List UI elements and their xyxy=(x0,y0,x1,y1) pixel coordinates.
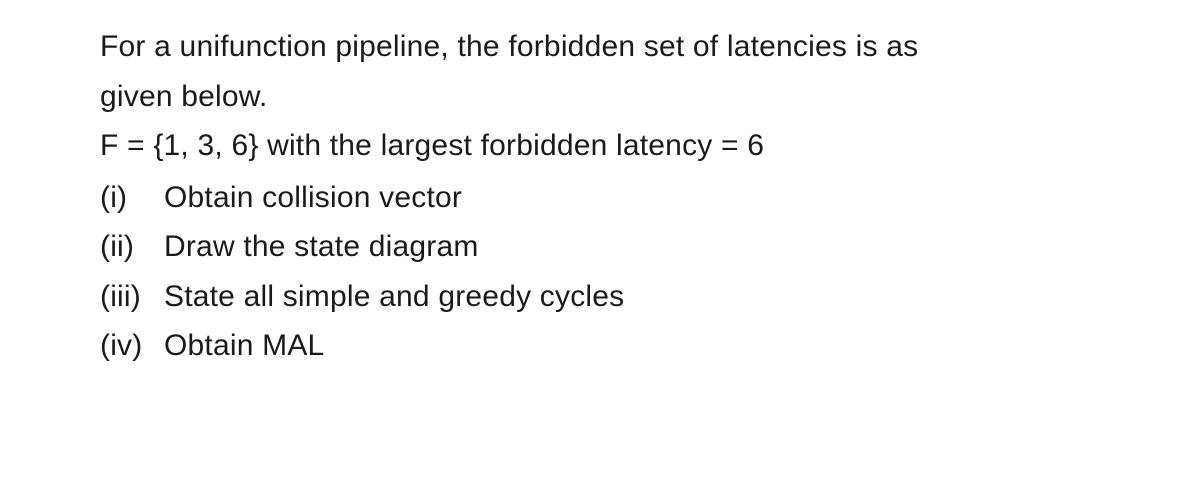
intro-text-line-2: given below. xyxy=(100,72,1130,122)
intro-text-line-1: For a unifunction pipeline, the forbidde… xyxy=(100,22,1130,72)
list-item: (iv) Obtain MAL xyxy=(100,321,1130,371)
item-label-ii: Draw the state diagram xyxy=(164,222,479,272)
item-marker-iii: (iii) xyxy=(100,272,164,322)
item-label-i: Obtain collision vector xyxy=(164,173,462,223)
item-marker-i: (i) xyxy=(100,173,164,223)
list-item: (i) Obtain collision vector xyxy=(100,173,1130,223)
list-item: (iii) State all simple and greedy cycles xyxy=(100,272,1130,322)
item-marker-ii: (ii) xyxy=(100,222,164,272)
sub-question-list: (i) Obtain collision vector (ii) Draw th… xyxy=(100,173,1130,371)
question-block: For a unifunction pipeline, the forbidde… xyxy=(0,0,1200,393)
item-label-iii: State all simple and greedy cycles xyxy=(164,272,624,322)
list-item: (ii) Draw the state diagram xyxy=(100,222,1130,272)
formula-text: F = {1, 3, 6} with the largest forbidden… xyxy=(100,121,1130,171)
item-marker-iv: (iv) xyxy=(100,321,164,371)
item-label-iv: Obtain MAL xyxy=(164,321,324,371)
